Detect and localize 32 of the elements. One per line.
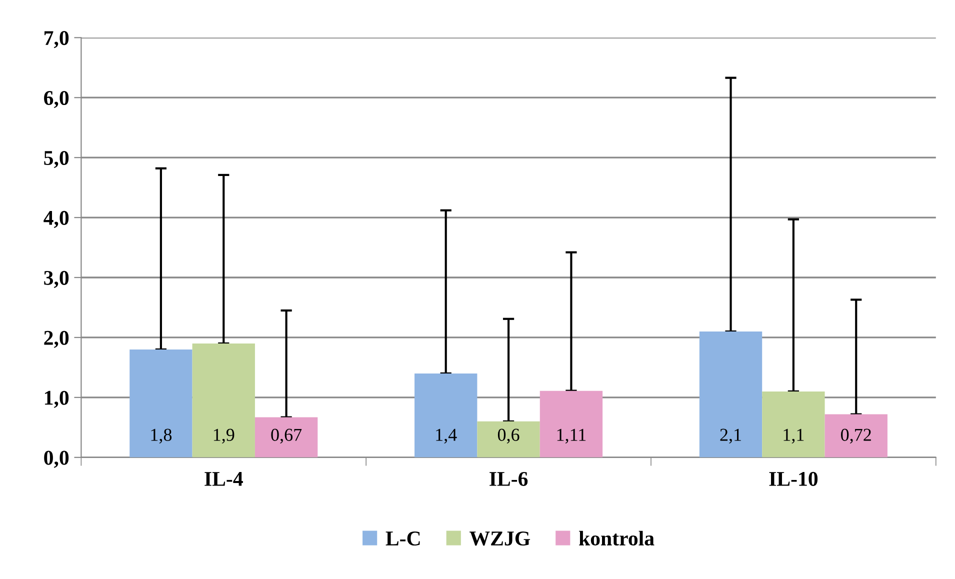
data-label: 1,11 [557,428,586,444]
data-label: 1,8 [151,428,172,444]
y-tick-label: 2,0 [44,330,69,348]
y-tick-label: 1,0 [45,390,69,408]
y-tick-label: 5,0 [44,150,69,168]
data-label: 0,67 [271,428,302,444]
data-label: 1,9 [214,428,234,444]
legend-label: kontrola [579,530,654,546]
data-label: 0,72 [841,428,871,444]
y-tick-label: 7,0 [44,31,69,48]
y-tick-label: 6,0 [44,90,69,108]
legend-label: L-C [386,532,420,546]
bar [762,391,825,458]
bar [699,331,762,458]
x-tick-label: IL-10 [769,472,818,486]
bar [254,417,318,458]
y-tick-label: 0,0 [44,450,69,468]
bar [130,349,192,458]
bar [540,390,603,458]
data-label: 1,1 [784,428,804,444]
bar [824,414,888,458]
data-label: 0,6 [498,428,520,444]
legend-label: WZJG [470,532,530,546]
y-tick-label: 4,0 [44,210,69,228]
data-label: 2,1 [720,428,741,444]
x-tick-label: IL-6 [490,472,528,486]
x-tick-label: IL-4 [204,472,243,486]
bar [192,343,255,458]
bar [477,421,540,458]
bar [414,373,478,458]
y-tick-label: 3,0 [44,270,69,288]
data-label: 1,4 [436,428,457,444]
